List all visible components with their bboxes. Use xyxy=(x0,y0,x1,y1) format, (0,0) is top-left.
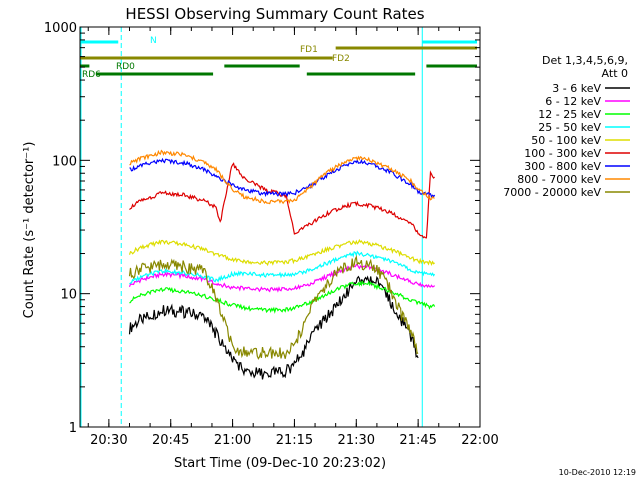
flag-label-n: N xyxy=(150,36,157,46)
series-line-4 xyxy=(129,250,436,285)
legend-title-line: Att 0 xyxy=(602,67,628,80)
x-axis-label: Start Time (09-Dec-10 20:23:02) xyxy=(174,456,386,471)
x-tick-label: 21:30 xyxy=(338,433,375,448)
y-tick-label: 1 xyxy=(69,421,77,436)
legend-entry-label: 50 - 100 keV xyxy=(531,134,601,147)
legend-entry-label: 300 - 800 keV xyxy=(524,160,601,173)
series-line-7 xyxy=(129,157,436,198)
legend-entry-label: 100 - 300 keV xyxy=(524,147,601,160)
legend-entry-label: 6 - 12 keV xyxy=(545,95,601,108)
y-tick-label: 1000 xyxy=(44,21,77,36)
series-line-8 xyxy=(129,149,435,205)
legend-title-line: Det 1,3,4,5,6,9, xyxy=(542,54,628,67)
axes: 20:30 20:45 21:00 21:15 21:30 21:45 22:00 1 10 10… xyxy=(44,21,499,448)
x-tick-label: 21:15 xyxy=(276,433,313,448)
x-tick-label: 21:45 xyxy=(399,433,436,448)
x-tick-label: 20:30 xyxy=(90,433,127,448)
flag-label-fd2: FD2 xyxy=(332,54,350,64)
series-line-6 xyxy=(129,162,436,239)
legend-entry-label: 800 - 7000 keV xyxy=(517,173,601,186)
legend-entry-label: 25 - 50 keV xyxy=(538,121,601,134)
flag-label-rd6: RD6 xyxy=(82,70,101,80)
series-line-9 xyxy=(128,254,419,360)
footer-timestamp: 10-Dec-2010 12:19 xyxy=(559,468,636,477)
x-tick-label: 20:45 xyxy=(152,433,189,448)
plot-area: N FD1 FD2 RD0 RD6 xyxy=(80,27,481,427)
series-line-3 xyxy=(129,280,436,314)
flag-label-fd1: FD1 xyxy=(300,45,318,55)
y-axis-label: Count Rate (s⁻¹ detector⁻¹) xyxy=(22,142,37,319)
plot-frame xyxy=(79,26,481,428)
flag-label-rd0: RD0 xyxy=(116,62,135,72)
legend-entry-label: 3 - 6 keV xyxy=(552,82,601,95)
series-line-5 xyxy=(128,238,435,267)
series-line-1 xyxy=(128,275,419,380)
y-tick-label: 10 xyxy=(60,288,77,303)
x-tick-label: 21:00 xyxy=(214,433,251,448)
chart-title: HESSI Observing Summary Count Rates xyxy=(125,5,424,23)
x-tick-label: 22:00 xyxy=(461,433,498,448)
legend-entry-label: 7000 - 20000 keV xyxy=(503,186,601,199)
legend-entry-label: 12 - 25 keV xyxy=(538,108,601,121)
series-line-2 xyxy=(128,263,436,293)
y-tick-label: 100 xyxy=(52,154,77,169)
